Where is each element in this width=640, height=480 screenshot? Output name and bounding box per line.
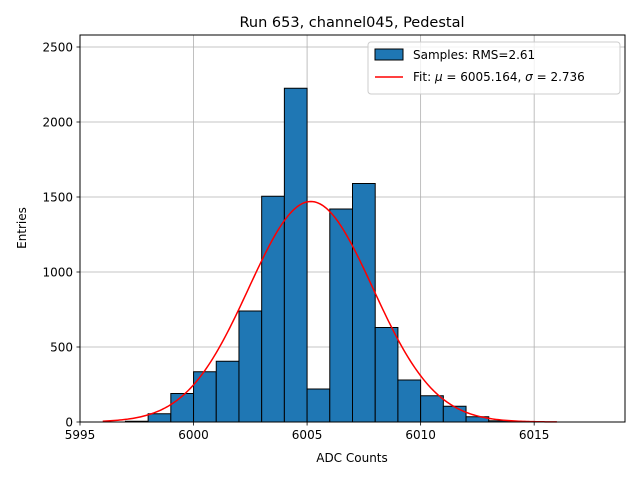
y-tick-label: 1000 [42, 266, 73, 280]
fit-curve [102, 200, 557, 423]
histogram-bar [397, 379, 422, 423]
histogram-bar [215, 360, 240, 423]
y-tick-label: 0 [65, 416, 73, 430]
histogram-bar [420, 395, 444, 423]
legend: Samples: RMS=2.61 Fit: μ = 6005.164, σ =… [367, 41, 621, 95]
legend-fit-sigma: σ [525, 70, 533, 84]
legend-fit-mu: μ [434, 70, 443, 84]
histogram-bar [147, 413, 172, 423]
legend-frame [367, 41, 621, 95]
histogram-bar [306, 388, 331, 423]
histogram-bar [170, 393, 195, 423]
x-axis-ticks: 5995 6000 6005 6010 6015 [65, 422, 550, 442]
histogram-bar [352, 183, 376, 423]
histogram-bar [238, 310, 263, 423]
histogram-bars [124, 87, 535, 423]
histogram-bar [374, 327, 399, 423]
y-tick-label: 2500 [42, 41, 73, 55]
legend-fit-prefix: Fit: [413, 70, 435, 84]
x-tick-label: 6005 [292, 428, 323, 442]
x-tick-label: 5995 [65, 428, 96, 442]
y-axis-label: Entries [15, 207, 29, 249]
y-tick-label: 2000 [42, 116, 73, 130]
histogram-bar [283, 87, 308, 423]
x-tick-label: 6015 [519, 428, 550, 442]
y-axis-ticks: 0 500 1000 1500 2000 2500 [42, 41, 80, 430]
legend-label-fit: Fit: μ = 6005.164, σ = 2.736 [413, 70, 585, 84]
x-tick-label: 6010 [405, 428, 436, 442]
chart-title: Run 653, channel045, Pedestal [239, 15, 464, 31]
histogram-bar [261, 195, 285, 423]
legend-label-samples: Samples: RMS=2.61 [413, 48, 535, 62]
plot-frame [79, 34, 626, 423]
x-axis-label: ADC Counts [316, 451, 388, 465]
x-tick-label: 6000 [178, 428, 209, 442]
legend-fit-mu-value: = 6005.164, [443, 70, 526, 84]
legend-swatch-samples [374, 48, 404, 61]
histogram-bar [442, 405, 467, 423]
y-tick-label: 500 [50, 341, 73, 355]
legend-fit-sigma-value: = 2.736 [533, 70, 585, 84]
histogram-bar [193, 371, 217, 423]
y-tick-label: 1500 [42, 191, 73, 205]
